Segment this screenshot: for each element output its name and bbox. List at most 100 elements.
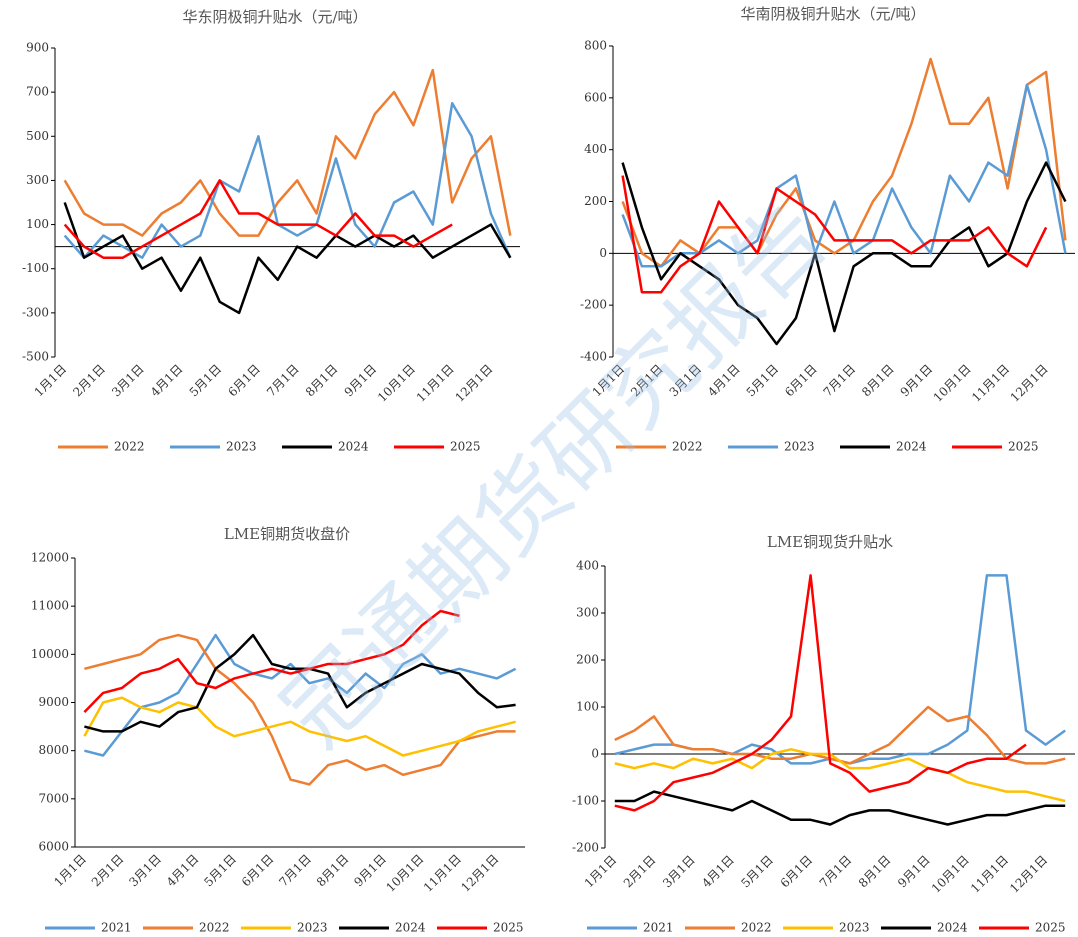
x-tick-label: 12月1日 xyxy=(1007,853,1050,896)
x-tick-label: 10月1日 xyxy=(383,852,426,895)
x-tick-label: 11月1日 xyxy=(969,362,1012,405)
series-line xyxy=(614,705,1066,765)
y-tick-label: 200 xyxy=(576,653,599,667)
chart: LME铜现货升贴水 -200 -100 0 100 200 300 400 1月1日 2月1日 3月… xyxy=(572,533,1075,935)
legend-label: 2024 xyxy=(395,921,426,935)
x-tick-label: 9月1日 xyxy=(895,853,933,891)
y-tick-label: 11000 xyxy=(31,599,69,613)
series-line xyxy=(614,748,1066,803)
x-tick-label: 3月1日 xyxy=(109,362,147,400)
x-tick-label: 8月1日 xyxy=(856,853,894,891)
x-tick-label: 12月1日 xyxy=(458,852,501,895)
y-tick-label: 8000 xyxy=(38,743,69,757)
y-tick-label: -100 xyxy=(22,261,49,275)
x-tick-label: 10月1日 xyxy=(929,853,972,896)
x-tick-label: 8月1日 xyxy=(859,362,897,400)
y-tick-label: 700 xyxy=(26,85,49,99)
x-tick-label: 7月1日 xyxy=(817,853,855,891)
x-tick-label: 11月1日 xyxy=(414,362,457,405)
series-line xyxy=(63,68,512,237)
x-tick-label: 4月1日 xyxy=(699,853,737,891)
x-tick-label: 5月1日 xyxy=(744,362,782,400)
y-tick-label: 12000 xyxy=(31,551,69,565)
series-line xyxy=(63,202,512,315)
y-tick-label: -200 xyxy=(580,298,607,312)
chart-title: LME铜现货升贴水 xyxy=(767,533,893,551)
series-line xyxy=(614,574,1066,765)
legend-label: 2021 xyxy=(101,921,132,935)
x-tick-label: 9月1日 xyxy=(342,362,380,400)
x-tick-label: 5月1日 xyxy=(738,853,776,891)
x-tick-label: 12月1日 xyxy=(1008,362,1051,405)
y-tick-label: -200 xyxy=(572,841,599,855)
y-tick-label: -400 xyxy=(580,350,607,364)
x-tick-label: 12月1日 xyxy=(452,362,495,405)
y-tick-label: 100 xyxy=(26,217,49,231)
y-tick-label: 400 xyxy=(584,142,607,156)
chart: 华东阴极铜升贴水（元/吨） -500 -300 -100 100 300 500 700 900… xyxy=(22,8,520,454)
x-tick-label: 6月1日 xyxy=(239,852,277,890)
series-line xyxy=(621,161,1067,346)
y-tick-label: -300 xyxy=(22,305,49,319)
x-tick-label: 3月1日 xyxy=(660,853,698,891)
y-tick-label: 100 xyxy=(576,700,599,714)
series-line xyxy=(84,633,517,757)
series-line xyxy=(84,633,516,733)
legend-label: 2022 xyxy=(199,921,230,935)
x-tick-label: 9月1日 xyxy=(898,362,936,400)
chart-title: LME铜期货收盘价 xyxy=(224,525,350,543)
x-tick-label: 3月1日 xyxy=(126,852,164,890)
series-line xyxy=(63,101,512,259)
series-line xyxy=(621,83,1067,268)
y-tick-label: 300 xyxy=(576,606,599,620)
y-tick-label: 6000 xyxy=(38,840,69,854)
y-tick-label: 9000 xyxy=(38,695,69,709)
y-tick-label: 0 xyxy=(599,246,607,260)
x-tick-label: 2月1日 xyxy=(621,853,659,891)
x-tick-label: 8月1日 xyxy=(314,852,352,890)
y-tick-label: 600 xyxy=(584,90,607,104)
series-line xyxy=(621,175,1048,294)
series-line xyxy=(83,696,516,757)
x-tick-label: 11月1日 xyxy=(968,853,1011,896)
x-tick-label: 6月1日 xyxy=(782,362,820,400)
x-tick-label: 2月1日 xyxy=(70,362,108,400)
y-tick-label: 200 xyxy=(584,194,607,208)
x-tick-label: 7月1日 xyxy=(264,362,302,400)
x-tick-label: 8月1日 xyxy=(303,362,341,400)
x-tick-label: 7月1日 xyxy=(821,362,859,400)
x-tick-label: 4月1日 xyxy=(148,362,186,400)
x-tick-label: 5月1日 xyxy=(201,852,239,890)
x-tick-label: 5月1日 xyxy=(187,362,225,400)
legend-label: 2022 xyxy=(672,440,703,454)
x-tick-label: 10月1日 xyxy=(931,362,974,405)
y-tick-label: 7000 xyxy=(38,791,69,805)
x-tick-label: 2月1日 xyxy=(89,852,127,890)
series-line xyxy=(614,790,1066,826)
series-line xyxy=(83,609,460,713)
legend-label: 2025 xyxy=(450,440,481,454)
legend-label: 2024 xyxy=(896,440,927,454)
y-tick-label: 0 xyxy=(591,747,599,761)
legend-label: 2024 xyxy=(937,921,968,935)
x-tick-label: 1月1日 xyxy=(32,362,70,400)
y-tick-label: -500 xyxy=(22,350,49,364)
legend-label: 2023 xyxy=(226,440,257,454)
x-tick-label: 6月1日 xyxy=(225,362,263,400)
x-tick-label: 11月1日 xyxy=(421,852,464,895)
y-tick-label: 500 xyxy=(26,129,49,143)
legend-label: 2021 xyxy=(643,921,674,935)
legend-label: 2025 xyxy=(493,921,524,935)
y-tick-label: 10000 xyxy=(31,647,69,661)
y-tick-label: -100 xyxy=(572,794,599,808)
legend-label: 2024 xyxy=(338,440,369,454)
watermark: 冠通期货研究报告 xyxy=(263,183,846,766)
y-tick-label: 300 xyxy=(26,173,49,187)
legend-label: 2025 xyxy=(1008,440,1039,454)
series-line xyxy=(84,633,516,786)
legend-label: 2023 xyxy=(297,921,328,935)
x-tick-label: 6月1日 xyxy=(778,853,816,891)
legend-label: 2022 xyxy=(114,440,145,454)
y-tick-label: 400 xyxy=(576,559,599,573)
